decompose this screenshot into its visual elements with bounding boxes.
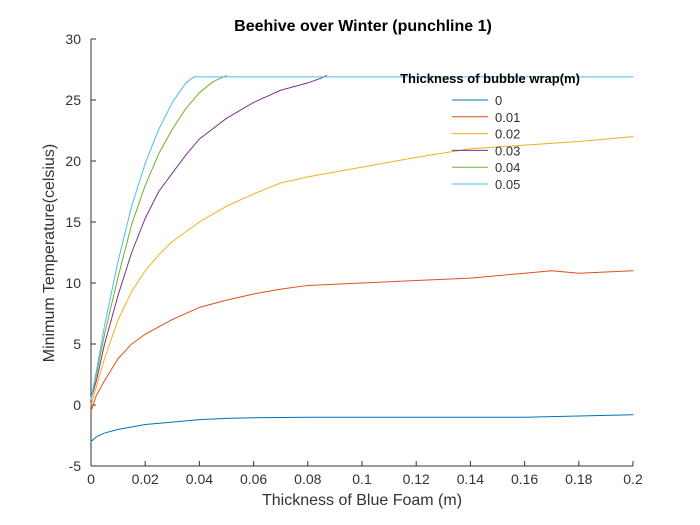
series-line-0-01 bbox=[90, 270, 634, 412]
legend-label: 0.04 bbox=[495, 160, 520, 175]
legend-label: 0 bbox=[495, 93, 502, 108]
y-tick-label: 25 bbox=[65, 92, 81, 108]
legend-label: 0.01 bbox=[495, 110, 520, 125]
series-line-0-04 bbox=[90, 75, 227, 400]
series-line-0-03 bbox=[90, 75, 328, 400]
y-tick-label: 15 bbox=[65, 214, 81, 230]
y-ticks: -5 0 5 10 15 20 25 30 bbox=[65, 31, 96, 474]
legend-item: 0.05 bbox=[452, 177, 520, 192]
x-tick-label: 0.06 bbox=[240, 471, 267, 487]
x-tick-label: 0 bbox=[87, 471, 95, 487]
y-tick-label: 20 bbox=[65, 153, 81, 169]
legend-label: 0.03 bbox=[495, 143, 520, 158]
series-line-0-02 bbox=[90, 136, 634, 406]
plot-area bbox=[91, 39, 633, 466]
legend-label: 0.05 bbox=[495, 177, 520, 192]
axes bbox=[90, 39, 633, 467]
x-tick-label: 0.12 bbox=[403, 471, 430, 487]
legend-item: 0.02 bbox=[452, 127, 520, 142]
x-tick-label: 0.08 bbox=[294, 471, 321, 487]
x-tick-label: 0.2 bbox=[623, 471, 643, 487]
x-ticks: 0 0.02 0.04 0.06 0.08 0.1 0.12 0.14 0.16 0.18 0.2 bbox=[87, 461, 643, 487]
series-layer bbox=[90, 75, 634, 443]
x-tick-label: 0.1 bbox=[352, 471, 372, 487]
y-axis-label: Minimum Temperature(celsius) bbox=[41, 144, 58, 362]
series-line-0-05 bbox=[90, 76, 634, 400]
x-axis-label: Thickness of Blue Foam (m) bbox=[262, 492, 462, 509]
x-tick-label: 0.04 bbox=[186, 471, 213, 487]
y-tick-label: 0 bbox=[73, 397, 81, 413]
legend-item: 0.03 bbox=[452, 143, 520, 158]
y-tick-label: 10 bbox=[65, 275, 81, 291]
legend-label: 0.02 bbox=[495, 127, 520, 142]
x-tick-label: 0.02 bbox=[132, 471, 159, 487]
legend-title: Thickness of bubble wrap(m) bbox=[400, 71, 580, 86]
legend: Thickness of bubble wrap(m) 00.010.020.0… bbox=[400, 71, 580, 192]
legend-item: 0 bbox=[452, 93, 502, 108]
x-tick-label: 0.14 bbox=[457, 471, 484, 487]
x-tick-label: 0.16 bbox=[511, 471, 538, 487]
series-line-0 bbox=[90, 414, 634, 443]
legend-items: 0 0.01 0.020.03 0.04 0.05 bbox=[452, 93, 520, 192]
y-tick-label: 30 bbox=[65, 31, 81, 47]
y-tick-label: -5 bbox=[69, 458, 82, 474]
legend-item: 0.01 bbox=[452, 110, 520, 125]
y-tick-label: 5 bbox=[73, 336, 81, 352]
x-tick-label: 0.18 bbox=[565, 471, 592, 487]
chart-title: Beehive over Winter (punchline 1) bbox=[234, 18, 492, 35]
legend-item: 0.04 bbox=[452, 160, 520, 175]
